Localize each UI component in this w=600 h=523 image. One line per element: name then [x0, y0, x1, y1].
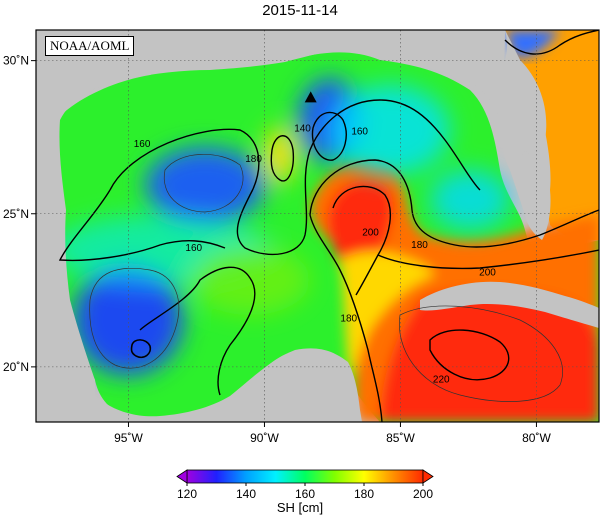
- contour-thin-2: [163, 154, 244, 213]
- map-area: 160 160 180 140 160 200 180 200 180 220: [36, 30, 599, 422]
- atlantic-top: [505, 30, 599, 240]
- contour-180-top: [504, 30, 599, 55]
- lat-tick-label: 30˚N: [3, 54, 29, 68]
- yucatan-mexico: [95, 348, 362, 422]
- florida-keys-islands: [522, 151, 529, 157]
- contour-label: 160: [351, 127, 368, 138]
- contours: [58, 30, 599, 422]
- contour-180-ridge: [270, 135, 295, 182]
- contour-label: 180: [340, 313, 357, 324]
- us-gulf-coast: [36, 30, 551, 422]
- graticule: [36, 30, 599, 422]
- contour-thin-3: [399, 305, 563, 402]
- contour-160-north: [109, 99, 481, 256]
- contour-label: 160: [134, 139, 151, 150]
- contour-label: 140: [294, 124, 311, 135]
- contour-200-east: [377, 249, 599, 270]
- contour-labels: 160 160 180 140 160 200 180 200 180 220: [134, 124, 497, 386]
- lat-tick-label: 20˚N: [3, 360, 29, 374]
- lon-tick-label: 90˚W: [250, 431, 279, 445]
- latitude-axis: 30˚N 25˚N 20˚N: [3, 54, 36, 374]
- lon-tick-label: 85˚W: [386, 431, 415, 445]
- caribbean-yellow: [340, 251, 435, 380]
- colorbar-ticks: 120 140 160 180 200: [177, 483, 433, 501]
- contour-label: 220: [433, 375, 450, 386]
- atlantic-top-blue: [505, 30, 560, 59]
- colorbar-bar: [186, 469, 424, 484]
- contour-label: 200: [479, 267, 496, 278]
- contour-label: 200: [362, 228, 379, 239]
- contour-140-ne: [311, 111, 347, 161]
- central-low: [145, 147, 265, 223]
- map-title: 2015-11-14: [262, 2, 338, 19]
- station-marker: [304, 91, 317, 103]
- contour-140-west: [130, 339, 152, 359]
- lon-tick-label: 80˚W: [522, 431, 551, 445]
- contour-label: 160: [185, 243, 202, 254]
- contour-label: 180: [245, 154, 262, 165]
- lon-tick-label: 95˚W: [114, 431, 143, 445]
- colorbar-title: SH [cm]: [276, 500, 324, 515]
- cuba: [420, 281, 599, 328]
- colorbar-tick-label: 120: [177, 487, 197, 501]
- colorbar-tick-label: 200: [413, 487, 433, 501]
- caribbean-high: [380, 290, 599, 422]
- contour-thin-1: [89, 267, 180, 369]
- florida-cyan: [430, 170, 510, 230]
- colorbar-tick-label: 160: [295, 487, 315, 501]
- colorbar-max-arrow: [422, 469, 434, 484]
- longitude-axis: 95˚W 90˚W 85˚W 80˚W: [114, 422, 551, 445]
- land-masses: [36, 30, 599, 422]
- central-green: [190, 245, 310, 315]
- colorbar-tick-label: 180: [354, 487, 374, 501]
- contour-160-west: [58, 189, 226, 262]
- colorbar-tick-label: 140: [236, 487, 256, 501]
- lat-tick-label: 25˚N: [3, 207, 29, 221]
- contour-160-south: [139, 266, 256, 396]
- source-label: NOAA/AOML: [45, 36, 135, 56]
- northeast-cyan: [330, 85, 450, 175]
- contour-label: 180: [411, 240, 428, 251]
- contour-220-caribbean: [429, 329, 510, 381]
- contour-200-core: [332, 185, 391, 296]
- colorbar-min-arrow: [176, 469, 188, 484]
- contour-180-loop: [309, 159, 599, 248]
- colorbar: 120 140 160 180 200: [176, 469, 434, 501]
- contour-180-loop-west: [309, 214, 383, 422]
- western-low: [73, 265, 183, 375]
- map-frame: [35, 29, 600, 423]
